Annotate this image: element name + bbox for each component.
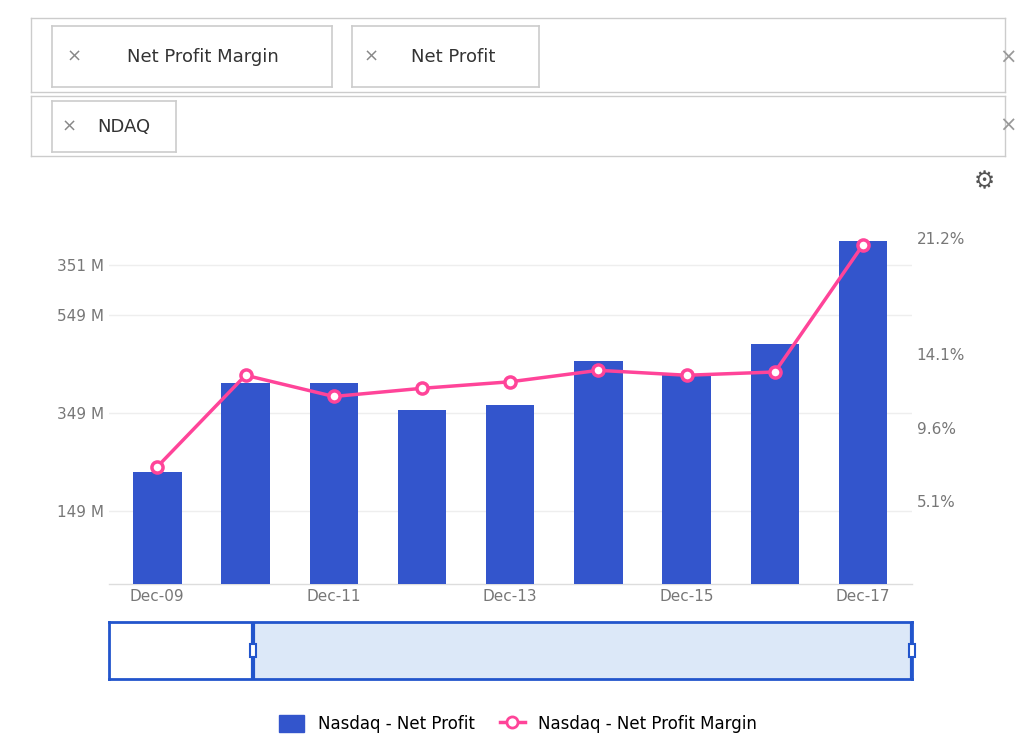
Bar (398, 410, 447, 584)
Text: ×: × (364, 48, 378, 66)
Text: ×: × (1000, 48, 1016, 68)
Text: ⚙: ⚙ (974, 169, 995, 193)
Bar (222, 383, 269, 584)
Bar (662, 373, 711, 584)
Text: ×: × (66, 48, 82, 66)
Text: Net Profit: Net Profit (410, 48, 495, 66)
Bar (109, 622, 253, 679)
Bar (253, 622, 912, 679)
Bar (574, 361, 623, 584)
Bar (133, 472, 181, 584)
Legend: Nasdaq - Net Profit, Nasdaq - Net Profit Margin: Nasdaq - Net Profit, Nasdaq - Net Profit… (272, 708, 764, 740)
Text: ×: × (1000, 116, 1016, 136)
Text: ×: × (62, 118, 77, 136)
Bar (839, 241, 888, 584)
Text: NDAQ: NDAQ (97, 118, 150, 136)
Text: Net Profit Margin: Net Profit Margin (127, 48, 279, 66)
Bar (310, 383, 358, 584)
Bar (751, 344, 799, 584)
Bar (486, 406, 535, 584)
